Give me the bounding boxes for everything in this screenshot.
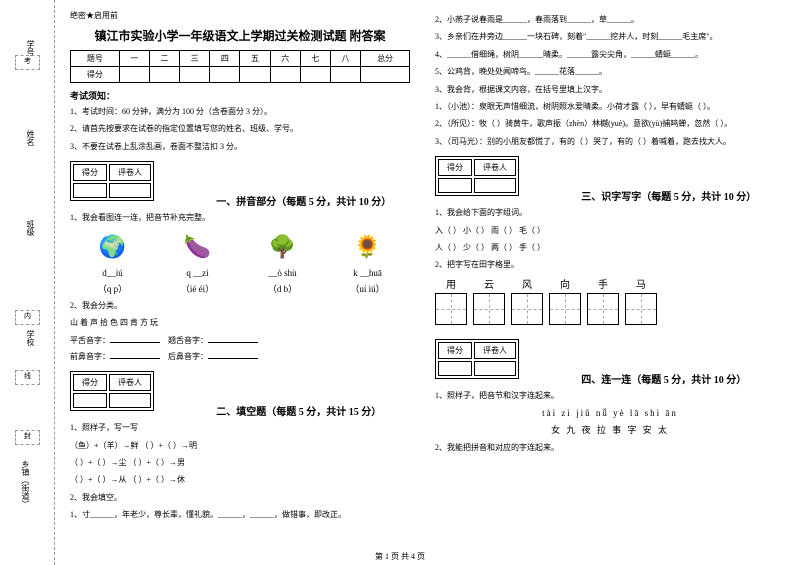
- r-l4: 5、公鸡背，晚处处闻啼鸟。______花落______。: [435, 65, 785, 79]
- s4-q2: 2、我能把拼音和对应的字连起来。: [435, 441, 785, 455]
- secret-label: 绝密★启用前: [70, 10, 410, 21]
- r-l7: 2、（所见）：牧（ ）骑黄牛，歌声振（zhèn）林樾(yuè)。意欲(yù)捕鸣…: [435, 117, 785, 131]
- eval-box-1: 得分评卷人: [70, 161, 154, 201]
- left-column: 绝密★启用前 镇江市实验小学一年级语文上学期过关检测试题 附答案 题号一二三四五…: [55, 0, 425, 565]
- margin-label-town: 乡镇（街道）: [20, 460, 31, 508]
- margin-label-school: 学校: [25, 330, 36, 346]
- margin-label-class: 班级: [25, 220, 36, 236]
- r-l5: 3、我会背，根据课文内容，在括号里填上汉字。: [435, 83, 785, 97]
- s3-q2: 2、把字写在田字格里。: [435, 258, 785, 272]
- tree-icon: 🌳: [265, 232, 300, 262]
- dash-xian: 线: [15, 370, 40, 385]
- right-column: 2、小燕子说春雨是______，春雨落到______，草______。 3、乡亲…: [425, 0, 800, 565]
- pinyin-row-1: d__iúq __zi__ò shùk __huā: [70, 268, 410, 278]
- s1-q2: 2、我会分类。: [70, 299, 410, 313]
- tianzi-grid: 用 云 风 向 手 马: [435, 276, 785, 325]
- exam-title: 镇江市实验小学一年级语文上学期过关检测试题 附答案: [70, 27, 410, 44]
- pinyin-row-2: （q p）（ié éi）（d b）（uí iú）: [70, 282, 410, 295]
- tianzi-cell: [587, 293, 619, 325]
- margin-label-id: 学号: [25, 40, 36, 56]
- tianzi-cell: [549, 293, 581, 325]
- r-l6: 1、（小池）：泉眼无声惜细流，树阴照水爱晴柔。小荷才露（ ），早有蜻蜓（ ）。: [435, 100, 785, 114]
- eval-box-4: 得分评卷人: [435, 339, 519, 379]
- binding-margin: 学号 姓名 班级 学校 乡镇（街道） 考 内 线 封: [0, 0, 55, 565]
- s3-q1: 1、我会给下面的字组词。: [435, 206, 785, 220]
- eval-box-3: 得分评卷人: [435, 156, 519, 196]
- tianzi-cell: [625, 293, 657, 325]
- s2-r2: （ ）+（ ）→尘 （ ）+（ ）→男: [70, 456, 410, 470]
- s2-r1: （鱼）+（羊）→鲜 （ ）+（ ）→明: [70, 439, 410, 453]
- tianzi-cell: [511, 293, 543, 325]
- score-head-row: 题号一二三四五六七八总分: [71, 51, 410, 67]
- s1-q1: 1、我会看图连一连，把音节补充完整。: [70, 211, 410, 225]
- section-2-title: 二、填空题（每题 5 分，共计 15 分）: [216, 407, 381, 418]
- s2-r4: 1、寸______，年老少，尊长辈，懂礼貌。______，______，做错事，…: [70, 508, 410, 522]
- notice-1: 1、考试时间：60 分钟，满分为 100 分（含卷面分 3 分）。: [70, 105, 410, 119]
- s2-q2: 2、我会填空。: [70, 491, 410, 505]
- sunflower-icon: 🌻: [350, 232, 385, 262]
- section-3-title: 三、识字写字（每题 5 分，共计 10 分）: [581, 192, 756, 203]
- tianzi-cell: [473, 293, 505, 325]
- s3-w2: 人（ ） 少（ ） 两（ ） 手（ ）: [435, 241, 785, 255]
- page-footer: 第 1 页 共 4 页: [0, 551, 800, 562]
- eggplant-icon: 🍆: [180, 232, 215, 262]
- notice-3: 3、不要在试卷上乱涂乱画，卷面不整洁扣 3 分。: [70, 140, 410, 154]
- dash-feng: 封: [15, 430, 40, 445]
- r-l2: 3、乡亲们在井旁边______一块石碑，刻着"______挖井人，时刻_____…: [435, 30, 785, 44]
- dash-nei: 内: [15, 310, 40, 325]
- s2-q1: 1、照样子，写一写: [70, 421, 410, 435]
- s2-r3: （ ）+（ ）→从 （ ）+（ ）→休: [70, 473, 410, 487]
- eval-box-2: 得分评卷人: [70, 371, 154, 411]
- s1-q2a: 山 着 声 拾 色 四 肯 方 玩: [70, 316, 410, 330]
- globe-icon: 🌍: [95, 232, 130, 262]
- margin-label-name: 姓名: [25, 130, 36, 146]
- s4-hanzi: 女 九 夜 拉 事 字 安 太: [435, 423, 785, 436]
- score-table: 题号一二三四五六七八总分 得分: [70, 50, 410, 83]
- s4-q1: 1、照样子，把音节和汉字连起来。: [435, 389, 785, 403]
- r-l3: 4、______借细绳，树阴______晴柔。______露尖尖角，______…: [435, 48, 785, 62]
- s3-w1: 入（ ） 小（ ） 雨（ ） 毛（ ）: [435, 224, 785, 238]
- tianzi-cell: [435, 293, 467, 325]
- section-4-title: 四、连一连（每题 5 分，共计 10 分）: [581, 375, 746, 386]
- section-1-title: 一、拼音部分（每题 5 分，共计 10 分）: [216, 197, 391, 208]
- image-row: 🌍 🍆 🌳 🌻: [70, 232, 410, 262]
- dash-kao: 考: [15, 55, 40, 70]
- s4-pinyin: tài zì jiǔ nǚ yè lā shì ān: [435, 408, 785, 418]
- r-l1: 2、小燕子说春雨是______，春雨落到______，草______。: [435, 13, 785, 27]
- notice-2: 2、请首先按要求在试卷的指定位置填写您的姓名、班级、学号。: [70, 122, 410, 136]
- notice-head: 考试须知：: [70, 89, 410, 102]
- s1-q2-lines: 平舌音字： 翘舌音字： 前鼻音字： 后鼻音字：: [70, 333, 410, 364]
- r-l8: 3、（司马光）：别的小朋友都慌了，有的（ ）哭了，有的（ ）着喊着，跑去找大人。: [435, 135, 785, 149]
- score-value-row: 得分: [71, 67, 410, 83]
